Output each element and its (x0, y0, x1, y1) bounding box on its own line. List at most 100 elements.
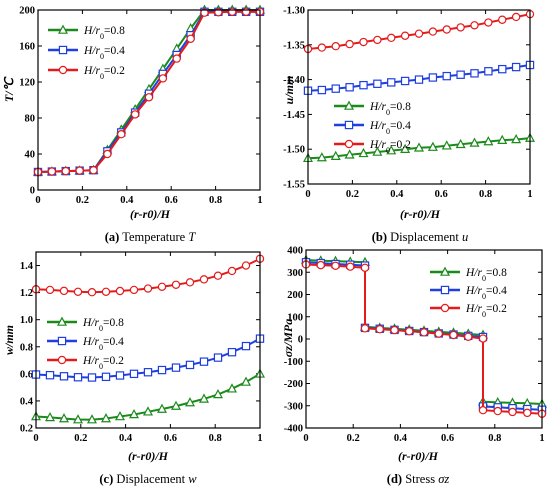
series-3 (33, 7, 265, 177)
x-tick-label: 0.8 (209, 433, 222, 444)
data-point (61, 166, 70, 176)
y-tick-label: 1.0 (20, 315, 33, 326)
data-point (428, 27, 438, 36)
data-point (156, 403, 168, 413)
series-2 (303, 60, 535, 95)
data-point (434, 329, 443, 338)
data-point (360, 263, 370, 272)
panel-a: T/℃ (r-r0)/H (a) Temperature T (2, 76, 196, 244)
series-2 (33, 7, 265, 177)
data-point (373, 79, 382, 88)
data-point (498, 64, 507, 74)
panel-b: u/mm (r-r0)/H (b) Displacement u (282, 76, 468, 244)
data-point (511, 133, 522, 144)
panel-d-ylabel: σz/MPa (281, 319, 295, 357)
y-tick-label: 200 (287, 290, 303, 301)
data-point (227, 266, 237, 276)
panel-c-plot: 0 0.2 0.4 0.6 0.8 10.20.40.60.81.01.21.4H/r0=… (20, 251, 266, 444)
legend-marker (57, 355, 67, 365)
x-tick-label: 0.4 (119, 433, 133, 444)
data-point (498, 15, 507, 24)
data-point (316, 260, 325, 270)
data-point (419, 328, 429, 337)
data-point (241, 7, 251, 17)
data-point (185, 360, 195, 370)
panel-d-xlabel: (r-r0)/H (398, 449, 439, 463)
data-point (345, 83, 354, 92)
data-point (456, 23, 465, 32)
x-tick-label: 0.2 (346, 189, 359, 200)
panel-d: σz/MPa (r-r0)/H (d) Stress σz (281, 319, 449, 486)
y-tick-label: -400 (284, 424, 303, 435)
data-point (442, 25, 451, 34)
panel-d-plot: 0 0.2 0.4 0.6 0.8 1 -400 -300 -200 -100 0 100 200 300… (284, 246, 548, 444)
data-point (456, 70, 465, 79)
y-tick-label: 0.2 (20, 424, 33, 435)
panel-a-caption: (a) Temperature T (105, 230, 197, 244)
data-point (344, 149, 355, 159)
legend-marker (58, 45, 68, 55)
data-point (45, 285, 55, 295)
data-point (87, 288, 97, 297)
data-point (171, 280, 181, 289)
data-point (89, 165, 98, 175)
data-point (400, 143, 411, 153)
data-point (483, 136, 494, 146)
y-tick-label: 0 (30, 186, 35, 197)
x-tick-label: 0.4 (120, 195, 134, 206)
x-tick-label: 0.4 (394, 433, 408, 444)
legend-label: H/r0=0.2 (82, 355, 124, 371)
legend-marker (58, 65, 68, 75)
y-tick-label: 120 (19, 78, 35, 89)
data-point (390, 325, 399, 335)
x-tick-label: 0.8 (488, 433, 501, 444)
data-point (170, 400, 182, 410)
panel-a-plot: 0 0.2 0.4 0.6 0.8 104080120160200H/r0=0.8H/r0… (19, 4, 266, 206)
y-tick-label: -300 (284, 401, 303, 412)
x-tick-label: 1 (257, 195, 262, 206)
x-tick-label: 0 (35, 195, 40, 206)
panel-c-caption: (c) Displacement w (99, 472, 197, 486)
data-point (59, 286, 69, 296)
data-point (157, 282, 167, 291)
data-point (427, 141, 438, 151)
data-point (101, 287, 111, 297)
panel-b-ylabel: u/mm (282, 76, 296, 105)
series-1 (30, 368, 266, 424)
plot-frame (307, 9, 531, 185)
x-tick-label: 0.2 (347, 433, 360, 444)
y-tick-label: 200 (19, 6, 35, 17)
series-3 (303, 9, 535, 54)
data-point (44, 411, 56, 422)
legend-marker (56, 316, 68, 326)
data-point (469, 137, 480, 147)
data-point (172, 54, 181, 63)
data-point (198, 393, 210, 403)
x-tick-label: 0.8 (479, 189, 492, 200)
panel-b-plot: 0 0.2 0.4 0.6 0.8 1 -1.55 -1.50 -1.45 -1.40 -1.35 -… (283, 6, 536, 200)
data-point (73, 287, 83, 297)
legend-label: H/r0=0.4 (369, 120, 411, 136)
data-point (317, 43, 327, 52)
data-point (72, 414, 84, 424)
data-point (241, 261, 251, 270)
y-tick-label: 300 (287, 268, 303, 279)
x-tick-label: 1 (257, 433, 262, 444)
data-point (128, 408, 140, 419)
series-1 (302, 132, 536, 163)
data-point (143, 368, 153, 377)
data-point (227, 347, 237, 357)
legend-marker (344, 120, 354, 130)
data-point (129, 285, 139, 295)
data-point (449, 330, 458, 340)
legend-label: H/r0=0.2 (83, 65, 125, 81)
data-point (157, 365, 167, 375)
y-tick-label: 0 (298, 335, 303, 346)
x-tick-label: 0.2 (76, 195, 89, 206)
y-tick-label: 1.4 (20, 261, 34, 272)
y-tick-label: -1.40 (283, 75, 305, 86)
data-point (442, 71, 451, 81)
x-tick-label: 1 (539, 433, 544, 444)
series-3 (31, 254, 265, 297)
series-3 (301, 260, 547, 418)
